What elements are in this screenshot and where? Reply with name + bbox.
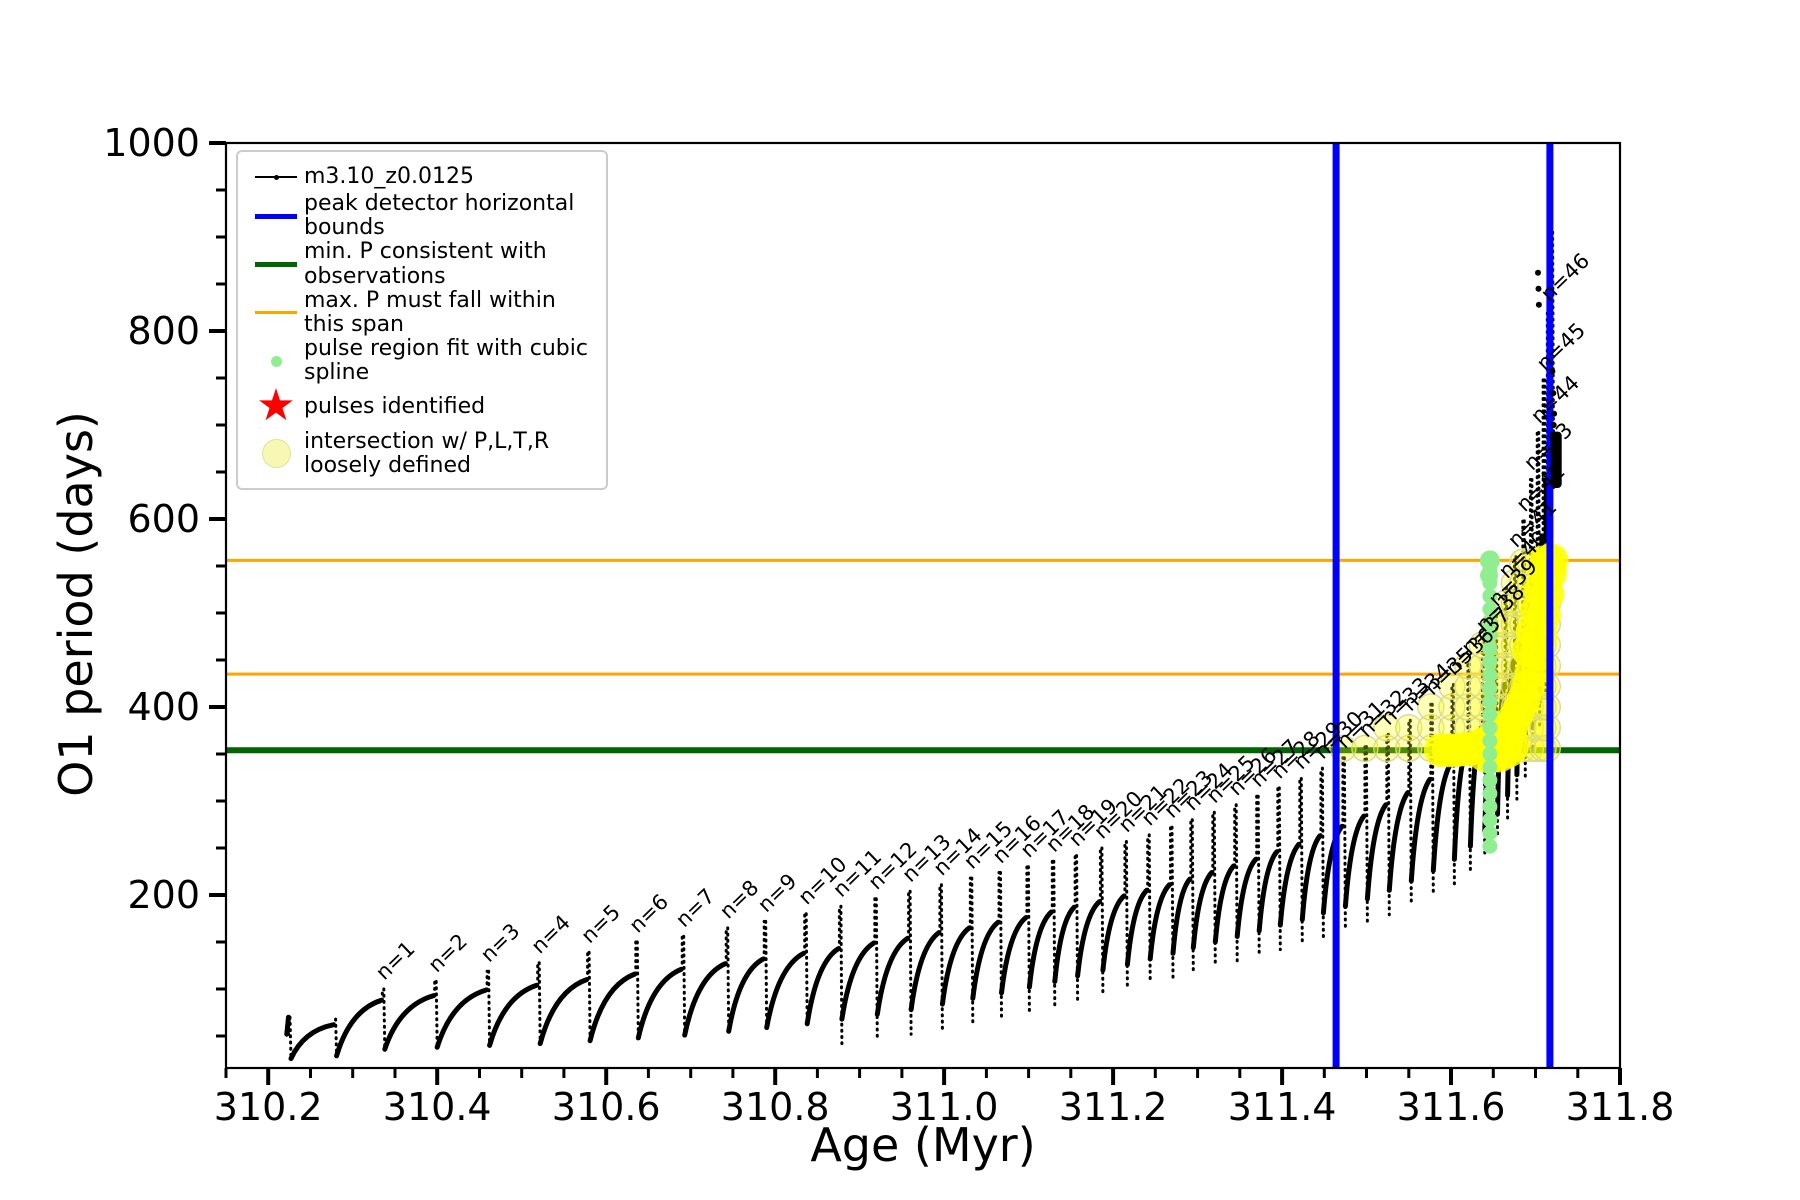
x-tick-label: 311.8: [1566, 1085, 1675, 1129]
spline-dot: [1482, 772, 1498, 788]
x-tick-label: 310.4: [383, 1085, 492, 1129]
spline-dot: [1480, 566, 1498, 585]
terminal-bar: [1550, 431, 1562, 488]
spline-dot: [1482, 825, 1498, 841]
intersection-marker: [1395, 734, 1423, 763]
legend-label: max. P must fall within this span: [304, 287, 556, 337]
terminal-dot: [1535, 269, 1541, 276]
x-tick-label: 311.0: [890, 1085, 999, 1129]
terminal-dot: [1551, 410, 1558, 417]
spline-dot: [1482, 614, 1498, 630]
legend: m3.10_z0.0125 peak detector horizontal bo…: [236, 150, 608, 490]
y-tick-label: 600: [127, 497, 200, 541]
x-tick-label: 311.6: [1397, 1085, 1506, 1129]
large-circle-icon: [248, 439, 304, 469]
y-tick-label: 800: [127, 309, 200, 353]
intersection-marker: [1454, 693, 1482, 721]
x-tick-label: 310.2: [214, 1085, 323, 1129]
intersection-marker: [1395, 713, 1423, 742]
spline-dot: [1482, 588, 1498, 604]
spline-dot: [1482, 654, 1498, 670]
spline-dot: [1482, 733, 1498, 749]
intersection-marker: [1417, 693, 1445, 721]
legend-line-icon: [248, 262, 304, 268]
spline-dot: [1482, 628, 1498, 644]
pulse-label: n=45: [1532, 318, 1590, 375]
spline-dot: [1482, 786, 1498, 801]
pulse-label: n=5: [576, 900, 625, 948]
spline-dot: [1482, 693, 1498, 709]
spline-dot: [1479, 550, 1500, 571]
legend-line-icon: [248, 213, 304, 219]
legend-entry: intersection w/ P,L,T,R loosely defined: [248, 428, 592, 478]
intersection-marker: [1351, 734, 1379, 763]
y-tick-label: 200: [127, 873, 200, 917]
x-tick-label: 310.6: [552, 1085, 661, 1129]
legend-label: peak detector horizontal bounds: [304, 191, 575, 241]
legend-entry: ★ pulses identified: [248, 379, 592, 431]
spline-dot: [1482, 720, 1498, 736]
legend-label: pulses identified: [304, 394, 486, 420]
spline-dot: [1482, 707, 1498, 722]
legend-entry: pulse region fit with cubic spline: [248, 336, 592, 386]
pulse-label: n=3: [476, 919, 525, 967]
spline-dot: [1482, 812, 1498, 828]
intersection-marker: [1454, 651, 1482, 680]
x-tick-label: 310.8: [721, 1085, 830, 1129]
legend-label: intersection w/ P,L,T,R loosely defined: [304, 428, 550, 478]
pulse-label: n=1: [371, 937, 420, 985]
spline-dot: [1482, 680, 1498, 696]
y-tick-label: 400: [127, 685, 200, 729]
pulse-label: n=46: [1536, 249, 1594, 306]
star-icon: ★: [256, 379, 296, 431]
legend-entry: min. P consistent with observations: [248, 240, 592, 288]
pulse-label: n=44: [1526, 371, 1584, 428]
legend-label: pulse region fit with cubic spline: [304, 336, 588, 386]
pulse-label: n=2: [424, 929, 473, 977]
spline-dot: [1482, 601, 1498, 617]
terminal-dot: [1550, 422, 1557, 428]
x-tick-label: 311.2: [1059, 1085, 1168, 1129]
terminal-dot: [1535, 301, 1542, 308]
pulse-label: n=6: [625, 890, 674, 938]
terminal-dot: [1535, 285, 1542, 292]
spline-dot: [1482, 799, 1498, 815]
pulse-label: n=4: [527, 910, 576, 958]
intersection-marker: [1438, 693, 1466, 721]
intersection-marker: [1373, 713, 1401, 742]
legend-line-icon: [248, 175, 304, 180]
small-dot-icon: [248, 355, 304, 367]
intersection-marker: [1373, 734, 1401, 763]
legend-entry: max. P must fall within this span: [248, 287, 592, 337]
series-pulse-spikes: [287, 230, 1556, 1061]
legend-label: m3.10_z0.0125: [304, 163, 474, 189]
intersection-marker: [1454, 672, 1482, 701]
spline-dot: [1482, 838, 1498, 854]
spline-dot: [1482, 641, 1498, 657]
y-tick-label: 1000: [103, 121, 200, 165]
spline-dot: [1482, 746, 1498, 762]
legend-label: min. P consistent with observations: [304, 239, 547, 289]
spline-dot: [1482, 667, 1498, 683]
axes-frame: [224, 141, 1622, 1070]
legend-line-icon: [248, 311, 304, 315]
spline-dot: [1482, 759, 1498, 775]
legend-entry: m3.10_z0.0125: [248, 162, 592, 192]
legend-entry: peak detector horizontal bounds: [248, 191, 592, 241]
x-axis-label: Age (Myr): [810, 1118, 1036, 1172]
line-marker-dot: [274, 175, 279, 180]
pulse-label: n=7: [671, 884, 720, 932]
x-tick-label: 311.4: [1228, 1085, 1337, 1129]
intersection-marker: [1438, 672, 1466, 701]
terminal-dot: [1549, 368, 1556, 375]
terminal-dot: [1550, 390, 1557, 397]
y-axis-label: O1 period (days): [49, 411, 103, 797]
